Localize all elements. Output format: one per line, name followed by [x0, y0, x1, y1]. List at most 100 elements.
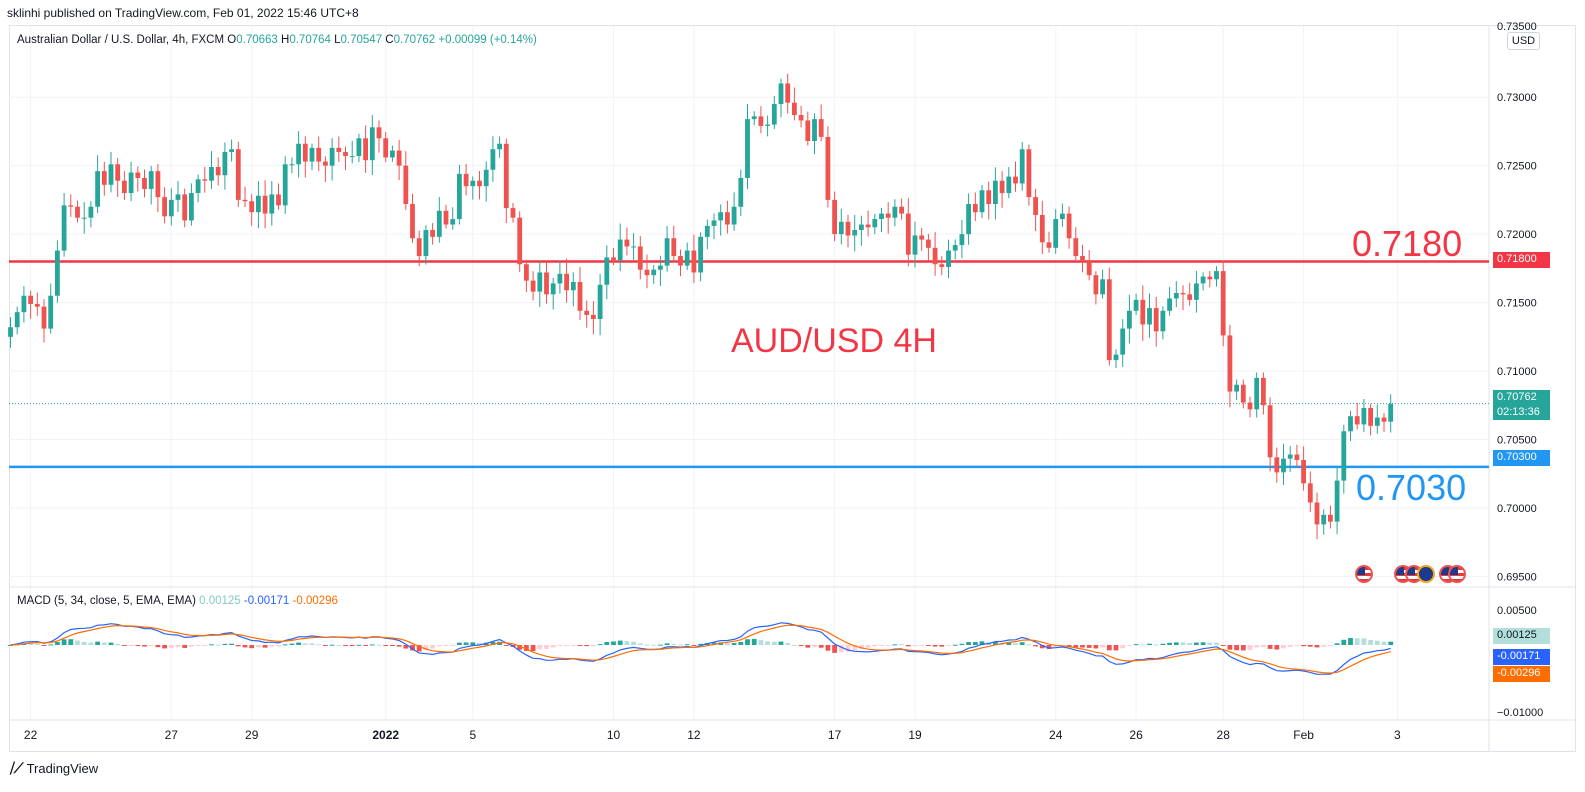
resistance-price-tag: 0.71800	[1493, 252, 1550, 268]
histogram-bar	[805, 645, 811, 648]
candle	[363, 125, 368, 173]
candle	[1240, 379, 1246, 409]
candle	[256, 181, 261, 229]
histogram-bar	[443, 645, 449, 646]
histogram-bar	[1207, 642, 1213, 645]
histogram-bar	[564, 645, 569, 646]
histogram-bar	[1167, 642, 1172, 645]
candle	[725, 200, 730, 234]
candle	[168, 188, 174, 226]
symbol-legend[interactable]: Australian Dollar / U.S. Dollar, 4h, FXC…	[17, 34, 537, 46]
us-economic-event-icon[interactable]	[1448, 565, 1466, 583]
ohlc-close: 0.70762	[393, 34, 436, 46]
histogram-bar	[517, 645, 523, 650]
histogram-bar	[1287, 645, 1293, 647]
histogram-bar	[1214, 642, 1219, 645]
candle	[711, 213, 717, 240]
histogram-bar	[1220, 645, 1226, 646]
candle	[1046, 231, 1052, 253]
histogram-bar	[939, 645, 945, 647]
candle	[490, 136, 496, 182]
candle	[396, 139, 402, 181]
au-economic-event-icon[interactable]	[1417, 565, 1435, 583]
histogram-bar	[550, 645, 556, 648]
histogram-bar	[1328, 645, 1333, 646]
candle	[1227, 324, 1233, 408]
candle	[966, 193, 971, 245]
candle	[1160, 306, 1166, 340]
histogram-bar	[972, 642, 978, 645]
macd-tick-label: 0.00500	[1497, 605, 1537, 617]
candle	[832, 191, 837, 242]
histogram-bar	[1234, 645, 1239, 651]
candle	[61, 192, 67, 257]
candle	[584, 300, 590, 328]
ohlc-high: 0.70764	[289, 34, 331, 46]
candle	[28, 290, 33, 319]
chart-frame[interactable]	[9, 25, 1576, 752]
histogram-bar	[490, 641, 496, 645]
last-price-tag: 0.70762 02:13:36	[1493, 390, 1550, 420]
candle	[899, 198, 904, 220]
histogram-bar	[189, 645, 194, 647]
candle	[1133, 293, 1139, 315]
histogram-bar	[1153, 644, 1159, 646]
candle	[785, 73, 791, 114]
candle	[450, 207, 456, 230]
candle	[209, 151, 214, 189]
currency-button[interactable]: USD	[1507, 32, 1540, 50]
price-tick-label: 0.69500	[1497, 571, 1537, 583]
signal-line	[10, 624, 1391, 674]
histogram-bar	[771, 641, 777, 645]
candle	[410, 193, 415, 243]
grid	[9, 26, 1489, 720]
us-economic-event-icon[interactable]	[1355, 565, 1373, 583]
histogram-bar	[597, 644, 603, 646]
price-tick-label: 0.72000	[1497, 229, 1537, 241]
candle	[524, 259, 529, 293]
histogram-bar	[577, 645, 583, 646]
histogram-bar	[1281, 645, 1286, 649]
histogram-bar	[765, 641, 770, 645]
histogram-bar	[222, 643, 228, 645]
histogram-bar	[463, 642, 469, 645]
histogram-bar	[68, 639, 74, 645]
histogram-bar	[658, 644, 663, 646]
histogram-bar	[101, 642, 107, 645]
time-tick-label: 27	[165, 728, 179, 742]
ohlc-low-label: L	[334, 34, 341, 46]
histogram-bar	[691, 645, 697, 646]
footer[interactable]: ⧸⟋ TradingView	[10, 760, 98, 777]
price-tick-label: 0.70000	[1497, 503, 1537, 515]
histogram-bar	[75, 640, 80, 645]
candle	[852, 214, 858, 252]
resistance-annotation: 0.7180	[1352, 223, 1462, 264]
time-tick-label: 10	[607, 728, 621, 742]
time-tick-label: 29	[245, 728, 259, 742]
histogram-bar	[1013, 643, 1018, 645]
macd-legend[interactable]: MACD (5, 34, close, 5, EMA, EMA) 0.00125…	[17, 595, 338, 607]
histogram-bar	[926, 645, 931, 646]
histogram-bar	[684, 644, 690, 646]
macd-line	[10, 622, 1391, 675]
candle	[932, 231, 938, 276]
histogram-bar	[242, 645, 248, 648]
candle	[597, 273, 603, 336]
candle	[68, 194, 74, 217]
candle	[564, 258, 569, 303]
histogram-bar	[1227, 645, 1233, 650]
histogram-bar	[175, 645, 181, 648]
histogram-bar	[235, 645, 241, 647]
candle	[289, 157, 295, 174]
histogram-bar	[725, 643, 730, 645]
macd-hist-value: 0.00125	[199, 595, 241, 607]
price-tick-label: 0.71000	[1497, 366, 1537, 378]
candle	[262, 180, 268, 229]
candle	[235, 141, 241, 207]
candle	[684, 242, 690, 270]
time-tick-label: 5	[469, 728, 476, 742]
candle	[242, 186, 248, 207]
histogram-bar	[302, 643, 308, 645]
histogram-bar	[524, 645, 529, 651]
